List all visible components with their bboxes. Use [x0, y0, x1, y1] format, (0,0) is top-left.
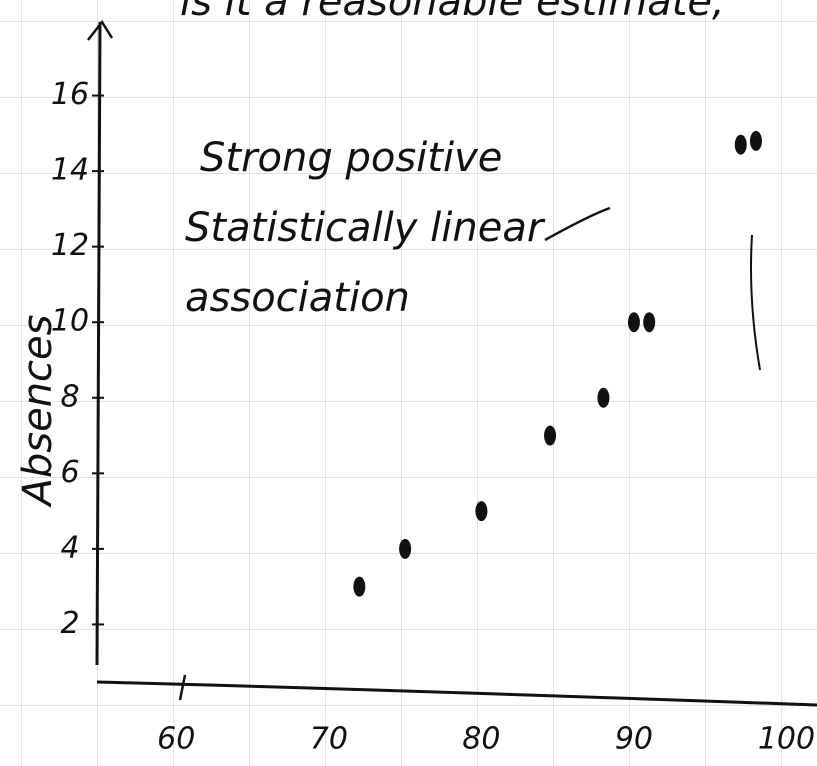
point	[353, 577, 365, 597]
y-tick-label: 2	[60, 606, 79, 641]
point	[643, 312, 655, 332]
point	[544, 426, 556, 446]
y-tick-label: 12	[51, 228, 89, 263]
x-tick-label: 90	[615, 722, 653, 757]
point	[628, 312, 640, 332]
chart-title: is it a reasonable estimate,	[180, 0, 725, 25]
x-tick-label: 80	[462, 722, 500, 757]
y-tick-label: 6	[60, 455, 79, 490]
annotation-line: Statistically linear	[185, 205, 546, 251]
annotation-line: Strong positive	[200, 135, 502, 181]
x-tick-label: 100	[758, 722, 815, 757]
y-tick-label: 4	[60, 530, 79, 565]
y-tick-label: 8	[60, 379, 79, 414]
y-axis-label: Absences	[15, 315, 61, 509]
point	[399, 539, 411, 559]
point	[750, 131, 762, 151]
y-tick-label: 10	[51, 304, 89, 339]
graph-paper	[0, 0, 817, 766]
point	[735, 135, 747, 155]
x-tick-label: 70	[310, 722, 348, 757]
annotation-line: association	[185, 275, 410, 321]
chart: is it a reasonable estimate, Absences St…	[0, 0, 817, 766]
y-tick-label: 16	[51, 77, 89, 112]
y-tick-label: 14	[51, 153, 89, 188]
point	[597, 388, 609, 408]
point	[475, 501, 487, 521]
x-tick-label: 60	[157, 722, 195, 757]
